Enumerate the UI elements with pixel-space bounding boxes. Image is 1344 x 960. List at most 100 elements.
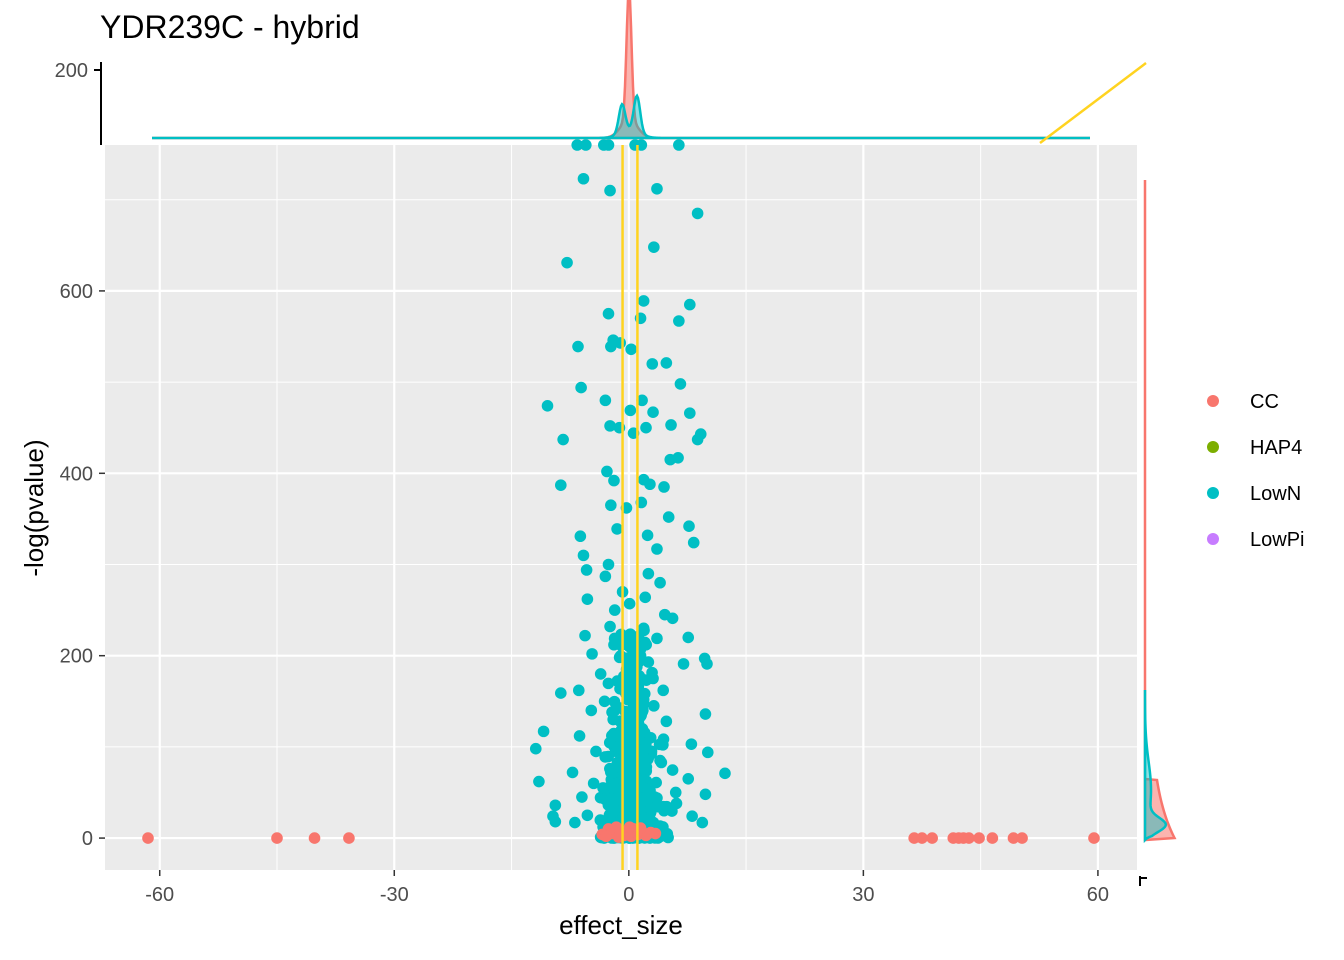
cc-point [986,832,999,844]
lown-point [594,791,607,804]
lown-point [601,465,613,478]
lown-point [637,622,650,635]
lown-point [658,481,670,493]
lown-point [662,831,674,844]
lown-point [529,742,542,755]
cc-point [1007,832,1020,844]
lown-point [569,816,581,829]
lown-point [604,762,616,775]
lown-point [658,804,670,817]
lown-point [622,769,634,782]
lown-point [638,759,650,771]
cc-point [916,832,928,844]
lown-point [639,638,652,651]
lown-point [651,182,663,195]
lown-point [701,746,714,759]
cc-point [142,832,154,844]
lown-point [660,715,673,728]
lown-point [541,400,554,412]
lown-point [648,700,660,712]
lown-point [684,298,696,311]
threshold-lines [621,145,639,870]
top-marginal-density: 200 [55,0,1147,145]
cc-point [1088,832,1100,844]
lown-point [684,407,696,419]
lown-point [687,536,700,549]
cc-point [271,832,283,844]
cc-point [649,827,662,840]
legend-key-lown [1207,487,1219,499]
cc-point [308,832,321,844]
lown-point [598,695,611,708]
lown-point [633,750,646,762]
lown-point [674,378,687,390]
lown-point [597,782,609,794]
lown-point [696,816,709,829]
lown-point [636,394,648,407]
x-tick-label: 60 [1087,884,1109,906]
lown-point [669,786,682,799]
lown-point [646,358,659,370]
lown-point [555,479,567,491]
lown-point [585,704,598,717]
lown-point [630,649,642,662]
lown-point [686,810,698,822]
lown-point [575,381,587,394]
lown-point [572,340,584,353]
y-axis-title: -log(pvalue) [19,439,49,576]
x-axis-title: effect_size [559,910,683,940]
lown-point [657,821,669,833]
lown-point [682,773,695,785]
lown-point [611,741,623,753]
lown-point [624,404,637,417]
lown-point [594,668,607,680]
cc-point [973,832,985,844]
lown-point [608,604,621,616]
lown-point [555,687,567,699]
cc-point [963,832,975,844]
lown-point [586,648,598,660]
cc-point [926,832,938,844]
lown-point [673,315,685,327]
lown-point [641,529,654,542]
lown-point [657,733,670,745]
lown-point [644,478,656,491]
lown-point [561,256,573,269]
lown-point [683,520,695,532]
lown-point [639,791,652,804]
lown-point [581,593,594,605]
right-density-lown [1143,690,1168,844]
lown-point [647,406,659,419]
y-tick-label: 0 [82,828,93,850]
lown-point [573,730,586,742]
lown-point [651,632,663,645]
lown-point [654,576,666,589]
x-axis: -60 -30 0 30 60 [145,870,1109,906]
lown-point [642,567,655,580]
lown-point [625,343,637,356]
lown-point [637,704,649,717]
top-density-lown [152,93,1090,140]
x-tick-label: 0 [623,884,634,906]
lown-point [638,687,651,700]
lown-point [602,677,615,690]
lown-point [566,766,579,779]
cc-point [343,832,355,844]
lown-point [608,474,620,487]
lown-point [621,660,634,673]
lown-point [611,523,623,535]
lown-point [607,713,619,726]
lown-point [577,549,590,562]
lown-point [644,731,657,744]
lown-point [580,564,593,576]
lown-point [648,241,660,253]
top-marginal-tick-label: 200 [55,60,88,82]
lown-point [691,207,704,220]
lown-point [648,791,661,803]
lown-point [599,570,612,583]
lown-point [580,139,592,151]
lown-point [699,708,712,720]
lown-point [615,628,628,641]
y-axis: 0 200 400 600 [60,281,105,850]
y-tick-label: 200 [60,646,93,668]
